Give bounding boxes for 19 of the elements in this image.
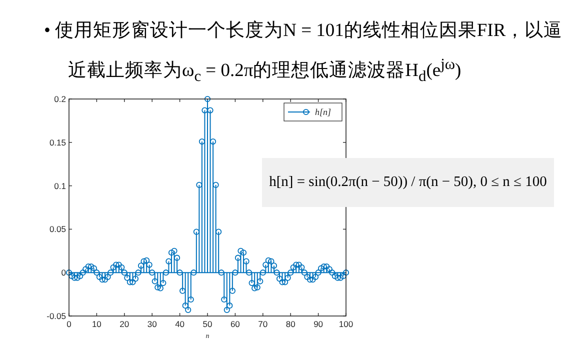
x-tick-label: 90 (314, 319, 324, 329)
y-tick-label: 0.2 (54, 94, 66, 104)
x-tick-label: 40 (175, 319, 185, 329)
annotation: h[n] = sin(0.2π(n − 50)) / π(n − 50), 0 ≤ n ≤ 100 (262, 158, 554, 207)
x-tick-label: 50 (202, 319, 212, 329)
x-tick-label: 30 (147, 319, 158, 329)
y-tick-label: 0.05 (49, 224, 66, 234)
x-tick-label: 100 (338, 319, 354, 329)
y-tick-label: 0 (61, 268, 66, 278)
x-tick-label: 80 (286, 319, 296, 329)
y-tick-label: 0.15 (49, 137, 66, 148)
chart-title: • 使用矩形窗设计一个长度为N = 101的线性相位因果FIR，以逼近截止频率为ω$_{c}$ = 0.2π的理想低通滤波器H$_{d}$(e$^{jω}$) (43, 19, 564, 87)
x-tick-label: 20 (120, 319, 130, 329)
x-tick-label: 60 (230, 319, 240, 329)
y-tick-label: -0.05 (46, 311, 66, 321)
y-tick-label: 0.1 (54, 180, 66, 191)
legend-label: h[n] (315, 107, 332, 117)
x-tick-label: 10 (92, 319, 102, 329)
x-tick-label: 70 (258, 319, 268, 329)
